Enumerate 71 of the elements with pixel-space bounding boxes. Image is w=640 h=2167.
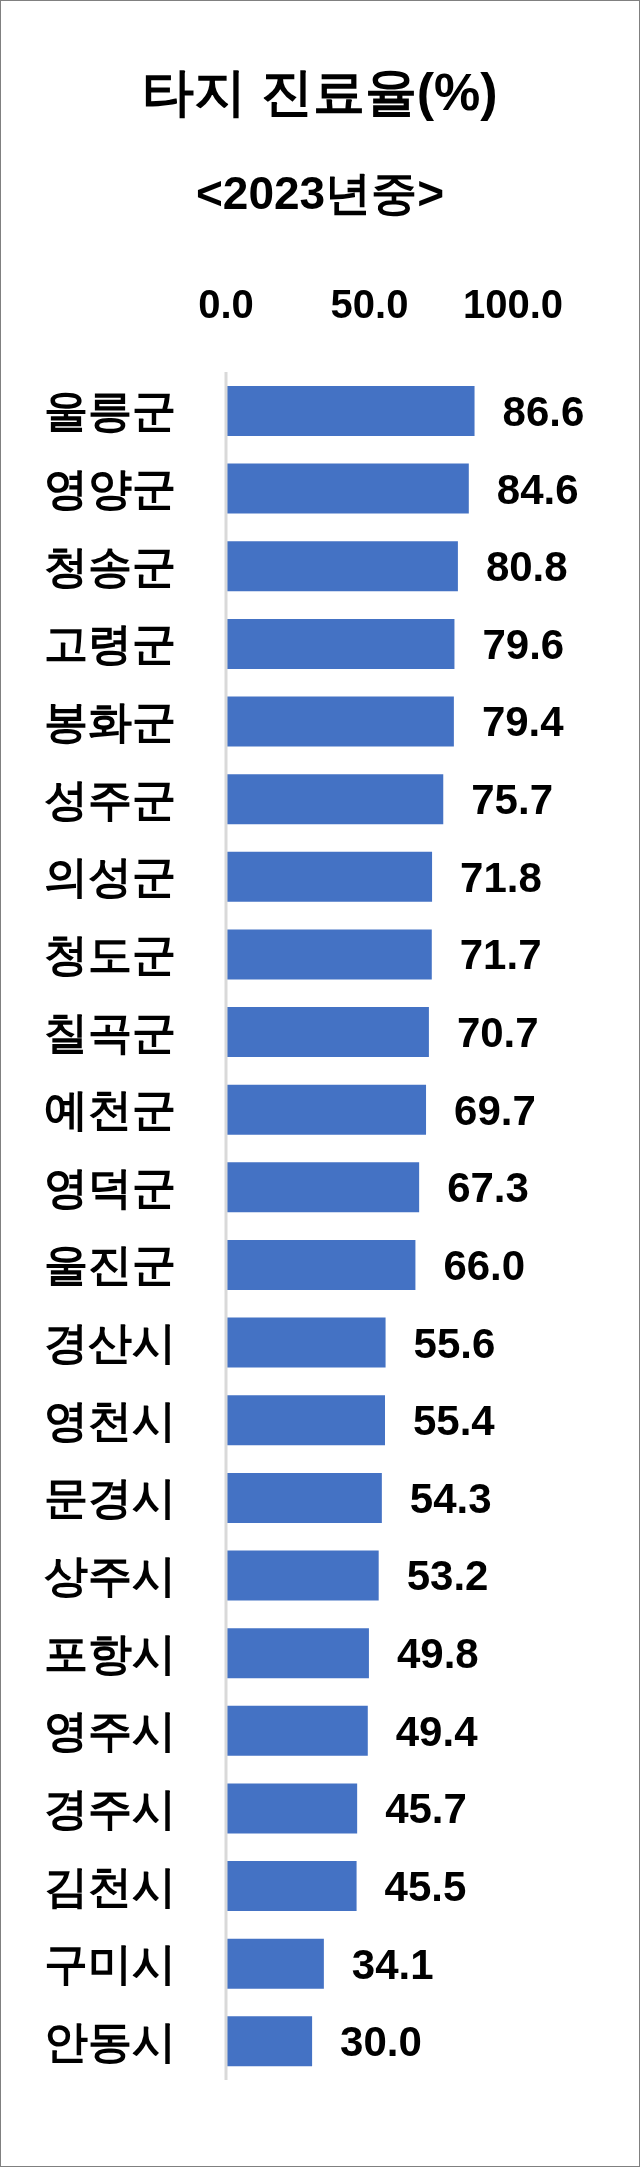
y-tick-label: 청도군: [44, 929, 176, 979]
bar: [226, 1084, 427, 1135]
bar: [226, 696, 454, 747]
data-label: 70.7: [456, 1008, 539, 1056]
bar: [226, 1628, 369, 1679]
y-tick-label: 영천시: [44, 1395, 176, 1445]
data-label: 54.3: [409, 1474, 492, 1522]
y-tick-label: 예천군: [44, 1085, 176, 1135]
chart-title: 타지 진료율(%): [141, 62, 499, 123]
bar: [226, 1783, 358, 1834]
data-label: 86.6: [502, 387, 585, 435]
data-label: 71.7: [459, 931, 542, 979]
bar: [226, 1550, 379, 1601]
data-label: 45.7: [385, 1785, 467, 1833]
bar: [226, 1861, 357, 1912]
y-tick-label: 영덕군: [44, 1162, 176, 1212]
bar: [226, 1938, 324, 1989]
y-tick-label: 경산시: [44, 1318, 176, 1368]
data-label: 30.0: [340, 2018, 422, 2066]
bar: [226, 1705, 368, 1756]
y-tick-label: 성주군: [44, 774, 176, 824]
y-tick-label: 영주시: [44, 1706, 176, 1756]
y-tick-label: 포항시: [44, 1628, 176, 1678]
data-label: 55.6: [413, 1319, 496, 1367]
data-label: 67.3: [447, 1164, 529, 1212]
bar: [226, 1395, 385, 1446]
y-tick-label: 칠곡군: [44, 1007, 176, 1057]
bar: [226, 1162, 420, 1213]
x-tick-label: 100.0: [462, 282, 564, 326]
y-tick-label: 울진군: [44, 1240, 176, 1290]
y-tick-label: 김천시: [44, 1861, 176, 1911]
y-tick-label: 문경시: [44, 1473, 176, 1523]
data-label: 53.2: [406, 1552, 489, 1600]
bar: [226, 1007, 429, 1058]
bar: [226, 463, 469, 514]
y-tick-label: 봉화군: [44, 696, 176, 746]
bar: [226, 2016, 313, 2067]
data-label: 71.8: [460, 853, 542, 901]
data-label: 45.5: [384, 1862, 467, 1910]
data-label: 69.7: [454, 1086, 536, 1134]
bar: [226, 851, 433, 902]
data-label: 34.1: [351, 1940, 434, 1988]
y-tick-label: 고령군: [44, 619, 176, 669]
y-tick-label: 영양군: [44, 464, 176, 514]
y-tick-label: 안동시: [44, 2016, 176, 2066]
y-tick-label: 청송군: [44, 541, 176, 591]
y-tick-label: 상주시: [44, 1550, 176, 1600]
bar: [226, 929, 432, 980]
data-label: 84.6: [496, 465, 579, 513]
data-label: 49.4: [395, 1707, 479, 1755]
y-tick-label: 경주시: [44, 1783, 176, 1833]
data-label: 66.0: [443, 1241, 526, 1289]
bar: [226, 1472, 382, 1523]
y-tick-label: 울릉군: [44, 386, 176, 436]
data-label: 80.8: [485, 543, 568, 591]
y-tick-label: 의성군: [44, 852, 176, 902]
bar: [226, 1317, 386, 1368]
bar: [226, 774, 444, 825]
bar: [226, 1239, 416, 1290]
bar: [226, 541, 458, 592]
bar: [226, 618, 455, 669]
data-label: 55.4: [413, 1397, 496, 1445]
x-tick-label: 50.0: [330, 282, 409, 326]
data-label: 79.4: [481, 698, 565, 746]
data-label: 79.6: [482, 620, 565, 668]
y-tick-label: 구미시: [44, 1939, 176, 1989]
chart-subtitle: <2023년중>: [194, 166, 446, 221]
data-label: 75.7: [471, 776, 554, 824]
bar: [226, 385, 475, 436]
x-tick-label: 0.0: [198, 282, 254, 326]
data-label: 49.8: [396, 1630, 479, 1678]
